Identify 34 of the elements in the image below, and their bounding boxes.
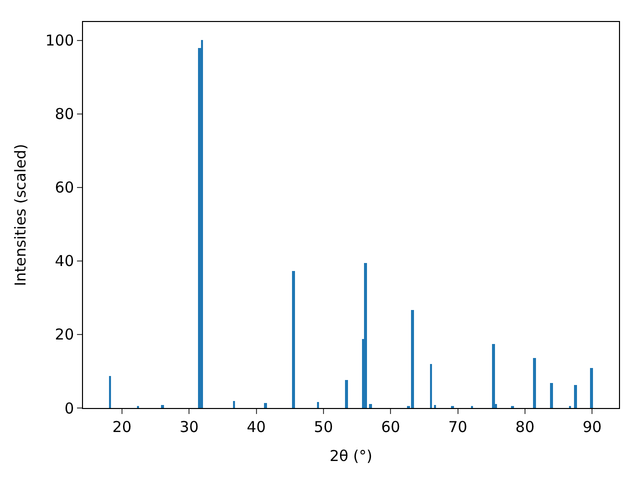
bar: [369, 404, 372, 408]
bar: [411, 310, 414, 408]
x-axis-title: 2θ (°): [330, 447, 372, 465]
bar: [434, 405, 436, 408]
bar: [201, 40, 203, 408]
y-tick-label: 40: [54, 252, 74, 270]
y-tick-label: 20: [54, 326, 74, 344]
x-tick-label: 40: [246, 418, 266, 436]
x-tick-label: 50: [314, 418, 334, 436]
x-tick-label: 60: [381, 418, 400, 436]
bar: [492, 344, 495, 408]
bar: [590, 368, 593, 408]
x-tick-label: 80: [515, 418, 535, 436]
x-tick-label: 20: [112, 418, 132, 436]
bar: [109, 376, 111, 408]
bar: [264, 403, 267, 408]
y-tick-label: 80: [54, 105, 74, 124]
bar: [317, 402, 319, 408]
bar: [364, 263, 367, 408]
bar: [345, 380, 348, 408]
y-tick-label: 60: [54, 178, 74, 197]
bar: [161, 405, 164, 408]
x-tick-label: 70: [448, 418, 468, 436]
bar: [233, 401, 235, 408]
bar: [550, 383, 553, 408]
x-tick-label: 30: [180, 418, 199, 436]
bar: [574, 385, 577, 408]
y-tick-label: 100: [45, 32, 74, 50]
bar: [533, 358, 536, 408]
y-tick-label: 0: [64, 399, 74, 418]
bar: [292, 271, 295, 408]
x-tick-label: 90: [582, 418, 602, 436]
bar: [430, 364, 432, 408]
y-axis-title: Intensities (scaled): [12, 144, 30, 286]
